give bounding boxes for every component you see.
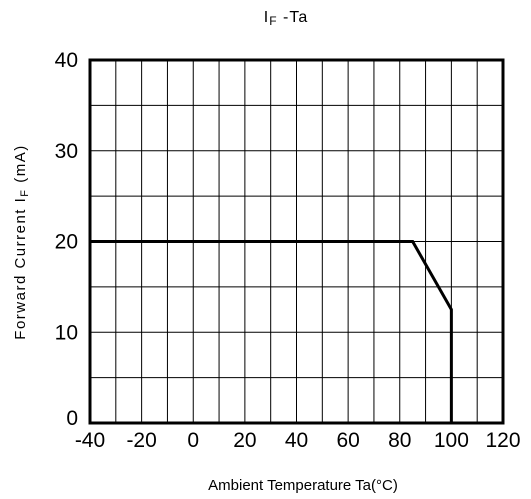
y-axis-label: Forward Current IF (mA) xyxy=(12,144,31,339)
x-tick-label: 0 xyxy=(187,429,199,452)
series-line xyxy=(90,240,453,423)
series-layer xyxy=(90,240,453,423)
x-tick-label: 60 xyxy=(336,429,359,452)
x-tick-label: 100 xyxy=(434,429,469,452)
y-tick-label: 0 xyxy=(66,407,78,430)
x-axis-label: Ambient Temperature Ta(°C) xyxy=(208,477,398,494)
y-tick-label: 30 xyxy=(55,140,78,163)
x-tick-label: -40 xyxy=(75,429,105,452)
x-tick-labels: -40 -20 0 20 40 60 80 100 120 xyxy=(75,429,521,452)
chart-title: IF -Ta xyxy=(264,9,308,28)
x-tick-label: 120 xyxy=(485,429,520,452)
x-tick-label: 20 xyxy=(233,429,256,452)
x-tick-label: 80 xyxy=(388,429,411,452)
x-tick-label: -20 xyxy=(126,429,156,452)
y-tick-label: 40 xyxy=(55,49,78,72)
plot-frame xyxy=(88,58,505,425)
y-tick-label: 20 xyxy=(55,231,78,254)
x-tick-label: 40 xyxy=(285,429,308,452)
y-tick-label: 10 xyxy=(55,321,78,344)
y-tick-labels: 0 10 20 30 40 xyxy=(55,49,78,430)
